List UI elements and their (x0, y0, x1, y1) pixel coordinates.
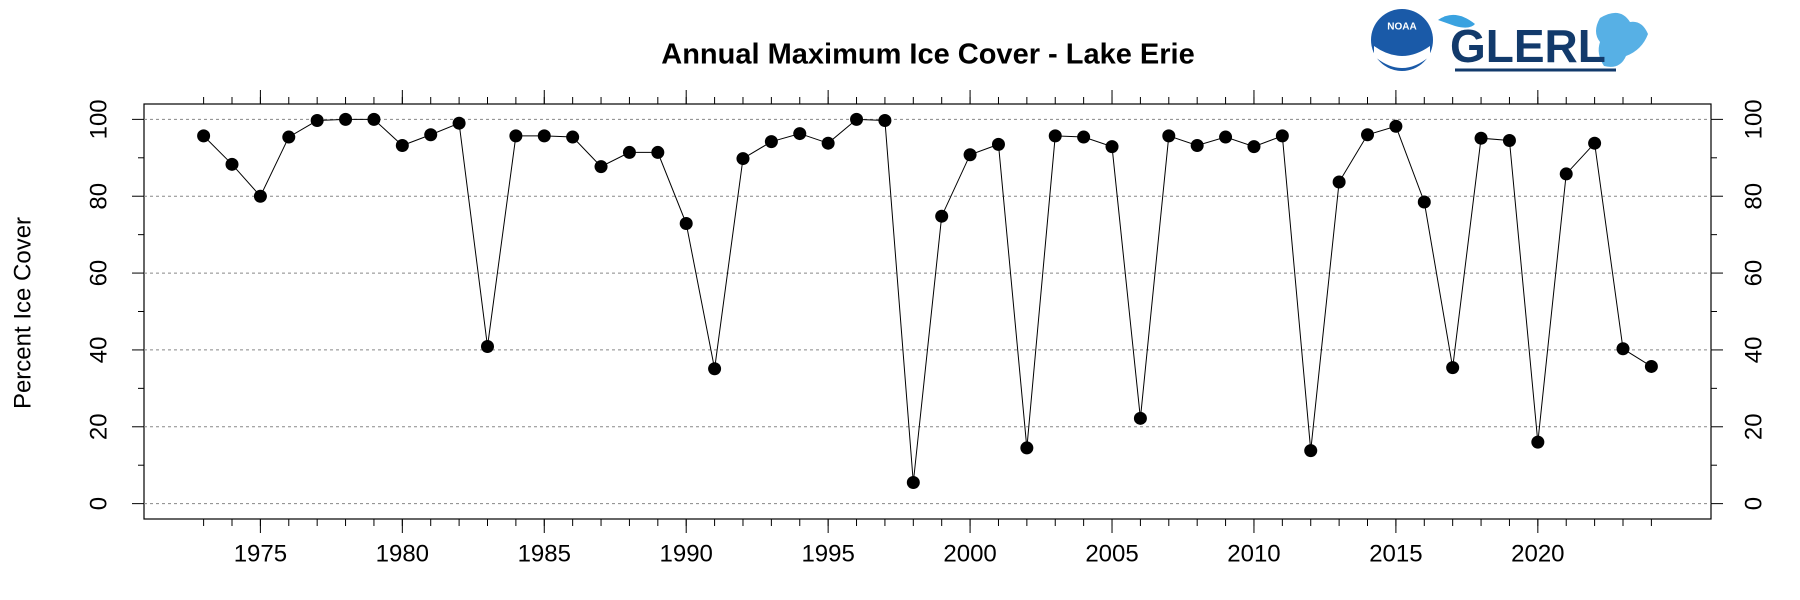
y-tick-label: 20 (85, 413, 112, 440)
y-tick-label: 80 (85, 183, 112, 210)
data-point (1474, 131, 1488, 145)
data-point (1105, 140, 1119, 154)
noaa-text: NOAA (1387, 22, 1416, 33)
data-point (1133, 411, 1147, 425)
data-point (566, 130, 580, 144)
x-tick-label: 2020 (1511, 540, 1564, 567)
data-point (253, 189, 267, 203)
x-tick-label: 2010 (1227, 540, 1280, 567)
y2-tick-label: 80 (1740, 183, 1767, 210)
data-point (1559, 167, 1573, 181)
x-tick-label: 2005 (1085, 540, 1138, 567)
data-point (991, 137, 1005, 151)
data-point (480, 339, 494, 353)
y-tick-label: 60 (85, 260, 112, 287)
data-point (1446, 361, 1460, 375)
glerl-text: GLERL (1450, 20, 1606, 72)
data-point (339, 112, 353, 126)
data-point (225, 157, 239, 171)
y2-tick-label: 20 (1740, 413, 1767, 440)
plot-frame (143, 103, 1712, 520)
data-point (424, 128, 438, 142)
y-tick-label: 100 (85, 99, 112, 139)
data-point (850, 112, 864, 126)
x-tick-label: 1980 (376, 540, 429, 567)
data-point (452, 116, 466, 130)
y2-tick-label: 40 (1740, 337, 1767, 364)
data-point (679, 217, 693, 231)
data-point (1389, 119, 1403, 133)
x-tick-label: 2015 (1369, 540, 1422, 567)
data-point (1616, 342, 1630, 356)
data-point (594, 160, 608, 174)
data-point (736, 152, 750, 166)
data-point (1361, 128, 1375, 142)
data-point (537, 129, 551, 143)
logo-swoosh (1438, 14, 1475, 28)
data-point (1048, 129, 1062, 143)
data-point (651, 145, 665, 159)
y-tick-label: 40 (85, 337, 112, 364)
data-point (1502, 134, 1516, 148)
data-point (878, 114, 892, 128)
y2-tick-label: 100 (1740, 99, 1767, 139)
y-tick-label: 0 (85, 497, 112, 510)
y-axis-label: Percent Ice Cover (9, 217, 36, 409)
y2-tick-label: 0 (1740, 497, 1767, 510)
x-tick-label: 1985 (518, 540, 571, 567)
data-point (963, 148, 977, 162)
lakes-map (1596, 12, 1648, 67)
data-point (1417, 195, 1431, 209)
series-line (203, 118, 1652, 483)
data-point (1020, 441, 1034, 455)
data-point (793, 127, 807, 141)
noaa-wave (1374, 46, 1430, 68)
data-point (1588, 136, 1602, 150)
data-point (367, 112, 381, 126)
data-point (1531, 435, 1545, 449)
data-point (821, 136, 835, 150)
data-point (310, 114, 324, 128)
y2-tick-label: 60 (1740, 260, 1767, 287)
data-point (395, 139, 409, 152)
data-point (1644, 359, 1658, 373)
data-point (1275, 129, 1289, 143)
data-point (197, 129, 211, 143)
data-point (906, 475, 920, 489)
data-point (935, 209, 949, 223)
logo: NOAA GLERL (1371, 9, 1648, 72)
x-tick-label: 1990 (660, 540, 713, 567)
x-tick-label: 2000 (943, 540, 996, 567)
data-point (1332, 175, 1346, 189)
data-point (1304, 444, 1318, 458)
data-point (1247, 140, 1261, 154)
data-point (509, 129, 523, 143)
x-tick-label: 1995 (801, 540, 854, 567)
x-tick-label: 1975 (234, 540, 287, 567)
chart-title: Annual Maximum Ice Cover - Lake Erie (661, 39, 1194, 71)
data-point (708, 362, 722, 376)
data-point (1190, 139, 1204, 152)
data-point (1162, 129, 1176, 143)
data-point (1077, 130, 1091, 144)
data-point (764, 135, 778, 149)
data-point (1219, 130, 1233, 144)
data-point (282, 130, 296, 144)
data-point (622, 145, 636, 159)
